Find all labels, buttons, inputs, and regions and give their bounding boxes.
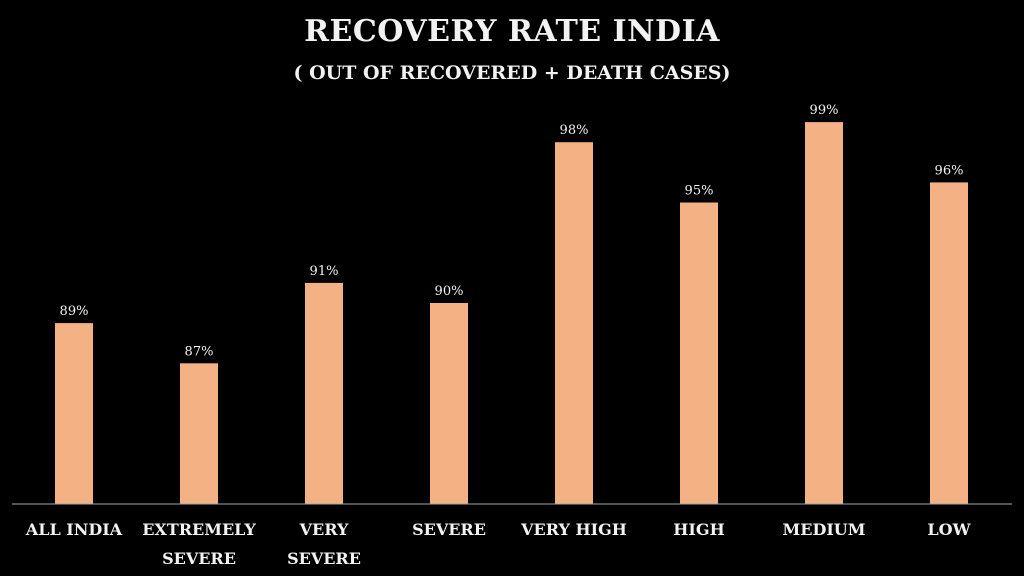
bar <box>805 122 843 504</box>
chart-title: RECOVERY RATE INDIA <box>304 14 720 49</box>
x-tick-label-line: VERY <box>299 520 349 539</box>
data-label: 90% <box>435 284 464 299</box>
x-tick-label-line: VERY HIGH <box>520 520 627 539</box>
data-label: 96% <box>935 163 964 178</box>
chart-subtitle: ( OUT OF RECOVERED + DEATH CASES) <box>293 62 731 84</box>
data-label: 98% <box>560 123 589 138</box>
bar <box>680 202 718 504</box>
x-tick-label-line: SEVERE <box>412 520 486 539</box>
x-tick-label: VERY HIGH <box>520 520 627 539</box>
data-label: 91% <box>310 264 339 279</box>
x-tick-label: MEDIUM <box>783 520 866 539</box>
x-tick-label: VERY SEVERE <box>287 520 361 568</box>
x-tick-label: SEVERE <box>412 520 486 539</box>
x-tick-label-line: ALL INDIA <box>25 520 123 539</box>
bar <box>55 323 93 504</box>
x-tick-label-line: SEVERE <box>162 549 236 568</box>
x-tick-label-line: EXTREMELY <box>142 520 256 539</box>
data-label: 95% <box>685 184 714 199</box>
bar <box>180 363 218 504</box>
bar <box>430 303 468 504</box>
data-label: 87% <box>185 344 214 359</box>
bar <box>555 142 593 504</box>
x-tick-label-line: LOW <box>927 520 971 539</box>
x-tick-label-line: HIGH <box>673 520 724 539</box>
x-tick-label: HIGH <box>673 520 724 539</box>
x-tick-label-line: MEDIUM <box>783 520 866 539</box>
x-tick-label: ALL INDIA <box>25 520 123 539</box>
bar <box>930 182 968 504</box>
x-tick-label: EXTREMELY SEVERE <box>142 520 256 568</box>
data-label: 89% <box>60 304 89 319</box>
x-tick-label-line: SEVERE <box>287 549 361 568</box>
data-label: 99% <box>810 103 839 118</box>
bar <box>305 282 343 504</box>
x-tick-label: LOW <box>927 520 971 539</box>
